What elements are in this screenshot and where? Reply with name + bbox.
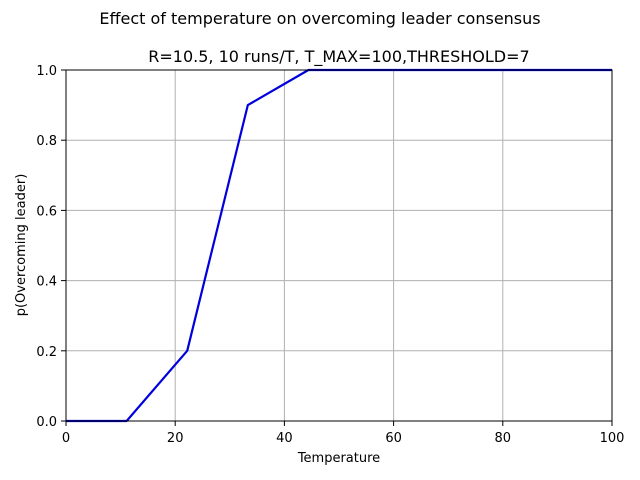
y-tick-label: 0.2 — [36, 345, 57, 360]
x-tick-label: 60 — [385, 431, 402, 446]
y-tick-label: 0.4 — [36, 275, 57, 290]
x-tick-label: 40 — [276, 431, 293, 446]
y-tick-label: 1.0 — [36, 64, 57, 79]
chart-suptitle: Effect of temperature on overcoming lead… — [99, 9, 540, 28]
y-tick-label: 0.0 — [36, 415, 57, 430]
y-axis: 0.0 0.2 0.4 0.6 0.8 1.0 — [36, 64, 66, 430]
x-tick-label: 20 — [167, 431, 184, 446]
y-tick-label: 0.6 — [36, 204, 57, 219]
plot-frame — [65, 69, 613, 422]
series-line — [66, 68, 612, 423]
x-tick-label: 0 — [62, 431, 70, 446]
x-tick-label: 100 — [600, 431, 625, 446]
series-layer — [66, 68, 612, 423]
x-tick-label: 80 — [495, 431, 512, 446]
chart-title: R=10.5, 10 runs/T, T_MAX=100,THRESHOLD=7 — [148, 47, 529, 67]
grid — [65, 69, 613, 422]
y-axis-label: p(Overcoming leader) — [14, 174, 29, 317]
y-tick-label: 0.8 — [36, 134, 57, 149]
x-axis: 0 20 40 60 80 100 — [62, 421, 625, 446]
x-axis-label: Temperature — [297, 451, 380, 466]
